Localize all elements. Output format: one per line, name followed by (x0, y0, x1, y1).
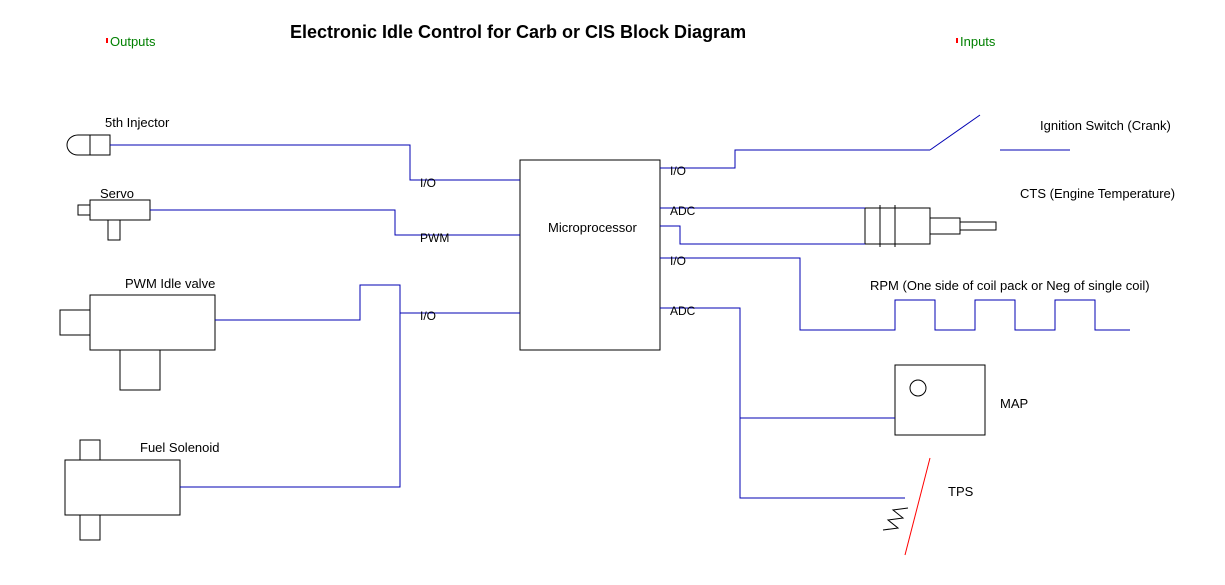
port-left-1: PWM (420, 231, 449, 245)
input-2-label: RPM (One side of coil pack or Neg of sin… (870, 278, 1150, 293)
output-2-label: PWM Idle valve (125, 276, 215, 291)
diagram-canvas: Electronic Idle Control for Carb or CIS … (0, 0, 1225, 585)
port-right-1: ADC (670, 204, 695, 218)
input-1-label: CTS (Engine Temperature) (1020, 186, 1175, 201)
port-right-3: ADC (670, 304, 695, 318)
output-1-label: Servo (100, 186, 134, 201)
inputs-tick-icon (956, 38, 958, 43)
port-right-0: I/O (670, 164, 686, 178)
port-right-2: I/O (670, 254, 686, 268)
input-0-label: Ignition Switch (Crank) (1040, 118, 1171, 133)
outputs-header: Outputs (110, 34, 156, 49)
output-3-label: Fuel Solenoid (140, 440, 220, 455)
microprocessor-label: Microprocessor (548, 220, 637, 235)
port-left-0: I/O (420, 176, 436, 190)
diagram-title: Electronic Idle Control for Carb or CIS … (290, 22, 746, 43)
input-4-label: TPS (948, 484, 973, 499)
inputs-header: Inputs (960, 34, 995, 49)
port-left-2: I/O (420, 309, 436, 323)
output-0-label: 5th Injector (105, 115, 169, 130)
outputs-tick-icon (106, 38, 108, 43)
input-3-label: MAP (1000, 396, 1028, 411)
